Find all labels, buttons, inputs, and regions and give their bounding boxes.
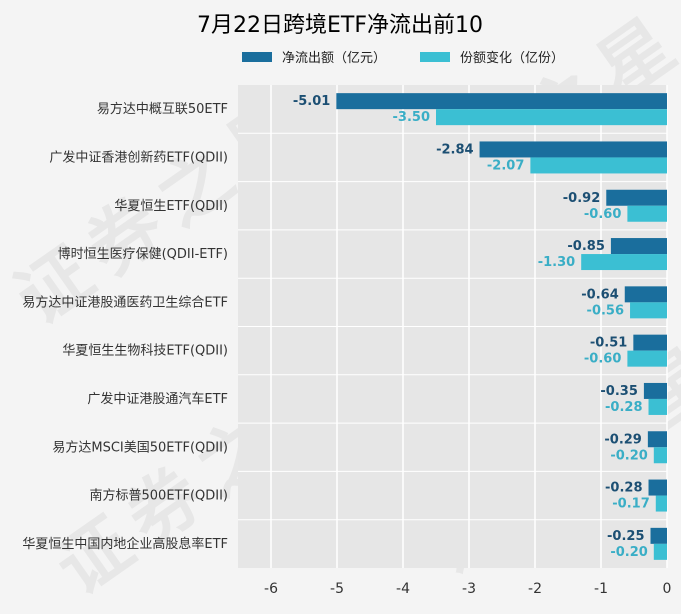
data-label: -0.35 <box>600 384 637 399</box>
bar-net-outflow <box>648 479 667 496</box>
bar-net-outflow <box>647 431 667 448</box>
bar-net-outflow <box>624 286 667 303</box>
category-label: 广发中证港股通汽车ETF <box>87 391 228 407</box>
data-label: -0.28 <box>605 481 642 496</box>
bar-net-outflow <box>643 382 667 399</box>
data-label: -1.30 <box>538 255 575 270</box>
x-tick-label: -2 <box>528 581 542 597</box>
bar-share-change <box>436 109 667 126</box>
chart-title: 7月22日跨境ETF净流出前10 <box>197 13 483 38</box>
data-label: -0.29 <box>604 432 641 447</box>
data-label: -0.20 <box>610 545 647 560</box>
bar-share-change <box>530 157 667 174</box>
data-label: -0.51 <box>590 336 627 351</box>
bar-net-outflow <box>479 141 667 158</box>
bar-share-change <box>653 543 667 560</box>
x-tick-label: -4 <box>396 581 410 597</box>
data-label: -0.17 <box>612 497 649 512</box>
bar-net-outflow <box>633 334 667 351</box>
category-label: 广发中证香港创新药ETF(QDII) <box>49 149 228 165</box>
bar-share-change <box>627 205 667 222</box>
category-label: 易方达MSCI美国50ETF(QDII) <box>52 439 228 455</box>
data-label: -0.64 <box>581 287 618 302</box>
bar-share-change <box>581 254 667 271</box>
data-label: -0.60 <box>584 352 621 367</box>
legend-label: 净流出额（亿元） <box>282 51 386 66</box>
legend-swatch <box>242 52 272 62</box>
x-tick-label: 0 <box>663 581 672 597</box>
bar-share-change <box>630 302 667 319</box>
legend-label: 份额变化（亿份） <box>460 50 564 66</box>
bar-share-change <box>627 350 667 367</box>
data-label: -3.50 <box>393 110 430 125</box>
bar-net-outflow <box>650 527 667 544</box>
bar-net-outflow <box>610 238 667 255</box>
data-label: -0.20 <box>610 448 647 463</box>
category-label: 易方达中证港股通医药卫生综合ETF <box>22 294 228 310</box>
bar-share-change <box>653 447 667 464</box>
data-label: -0.92 <box>563 191 600 206</box>
category-label: 易方达中概互联50ETF <box>97 101 228 117</box>
legend-swatch <box>420 52 450 62</box>
category-label: 博时恒生医疗保健(QDII-ETF) <box>58 247 228 262</box>
data-label: -0.25 <box>607 529 644 544</box>
category-label: 南方标普500ETF(QDII) <box>90 488 229 504</box>
bar-net-outflow <box>606 189 667 206</box>
data-label: -0.56 <box>587 303 624 318</box>
data-label: -0.28 <box>605 400 642 415</box>
bar-share-change <box>648 398 667 415</box>
data-label: -0.85 <box>567 239 604 254</box>
data-label: -0.60 <box>584 207 621 222</box>
category-label: 华夏恒生生物科技ETF(QDII) <box>62 344 228 359</box>
x-tick-label: -1 <box>594 581 608 597</box>
bar-net-outflow <box>336 93 667 110</box>
bar-share-change <box>655 495 667 512</box>
x-tick-label: -6 <box>264 581 278 597</box>
data-label: -2.07 <box>487 158 524 173</box>
category-label: 华夏恒生ETF(QDII) <box>114 199 228 214</box>
x-tick-label: -3 <box>462 581 476 597</box>
data-label: -5.01 <box>293 94 330 109</box>
category-label: 华夏恒生中国内地企业高股息率ETF <box>22 536 228 552</box>
x-tick-label: -5 <box>330 581 344 597</box>
data-label: -2.84 <box>436 142 473 157</box>
